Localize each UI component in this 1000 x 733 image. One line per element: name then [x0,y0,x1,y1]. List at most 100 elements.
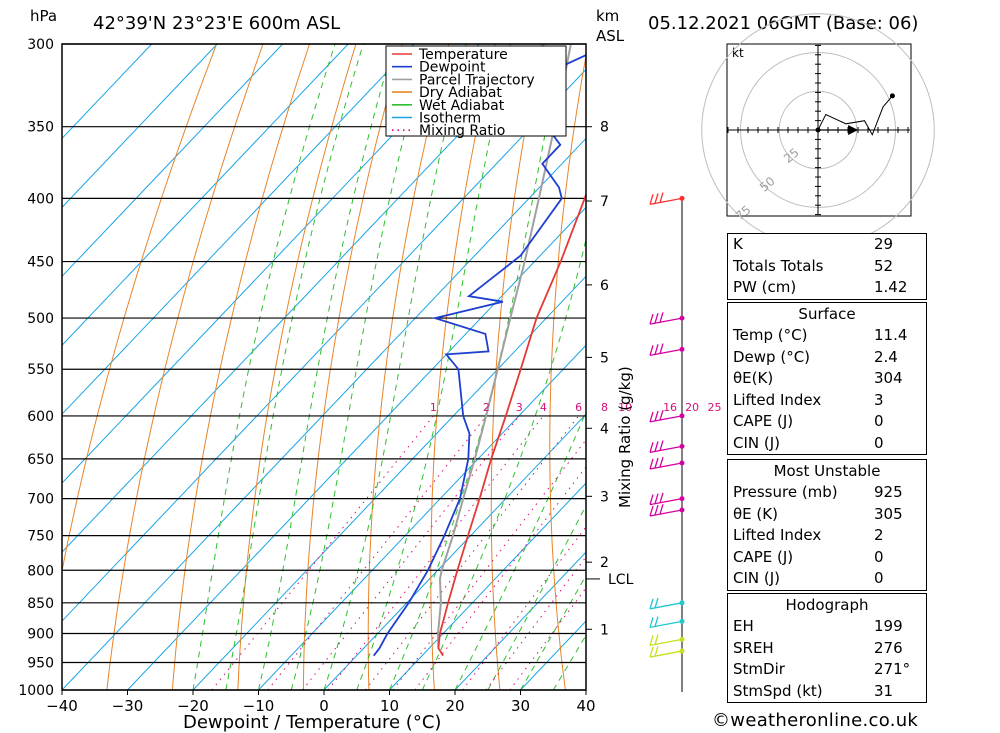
isotherm-line [62,44,546,553]
surface-label: CAPE (J) [733,412,794,430]
wind-barb-flag [654,410,659,422]
isotherm-line [62,44,284,278]
pressure-tick-label: 500 [27,311,54,327]
most-unstable-row: CIN (J) 0 [728,568,926,590]
wind-barb-flag [659,504,664,515]
index-label: PW (cm) [733,278,797,296]
wind-barb-staff [649,650,683,658]
lcl-label: LCL [608,572,634,588]
mixing-ratio-label: 6 [575,401,582,414]
hodograph-index-value: 31 [874,681,894,700]
pressure-tick-label: 800 [27,563,54,579]
mixing-ratio-line [509,587,586,690]
dry-adiabat-line [171,44,310,690]
index-label: K [733,235,743,253]
wind-barb-flag [654,616,659,627]
pressure-tick-label: 400 [27,191,54,207]
wet-adiabat-line [323,44,467,690]
surface-value: 2.4 [874,347,898,366]
x-axis-title: Dewpoint / Temperature (°C) [183,712,441,733]
isotherm-line [127,206,586,690]
mixing-ratio-label: 20 [685,401,699,414]
isotherm-line [62,44,415,415]
mixing-ratio-labels: 1 2 3 4 6 8 10 16 20 25 [430,401,722,414]
wind-barb-flag [659,343,664,354]
asl-unit-label: ASL [596,27,625,45]
location-title: 42°39'N 23°23'E 600m ASL [93,13,340,34]
hodograph-index-row: StmSpd (kt) 31 [728,681,926,703]
mixing-ratio-label: 4 [540,401,547,414]
most-unstable-row: Lifted Index 2 [728,525,926,547]
wet-adiabat-line [454,410,586,690]
wind-barb [649,492,685,506]
temperature-tick-label: 30 [511,697,530,715]
mixing-ratio-label: 8 [601,401,608,414]
wind-barb-flag [649,442,654,453]
index-value: 52 [874,256,894,275]
pressure-tick-label: 850 [27,596,54,612]
mixing-ratio-line [302,415,520,690]
hodograph-trace [817,95,893,136]
surface-value: 304 [874,369,903,387]
surface-label: Temp (°C) [733,326,808,344]
wet-adiabat-line [356,44,511,690]
mixing-ratio-label: 2 [483,401,490,414]
isotherm-line [62,44,218,209]
index-value: 1.42 [874,278,908,296]
wind-barb-staff [649,509,683,517]
km-tick-label: 4 [600,421,609,437]
surface-value: 3 [874,390,884,409]
wind-barb [649,504,685,517]
surface-title: Surface [798,305,856,323]
wind-barb-flag [654,313,659,324]
km-tick-label: 1 [600,622,609,638]
dry-adiabat-line [549,53,586,690]
pressure-unit-label: hPa [30,7,57,25]
wind-barb-flag [649,635,654,646]
surface-row: Temp (°C) 11.4 [728,325,926,347]
index-value: 29 [874,235,894,253]
hodograph-index-value: 199 [874,617,903,635]
wind-barb-flag [654,441,659,452]
wind-barb [649,343,685,356]
wind-barb-flag [649,598,654,609]
hodograph-index-value: 276 [874,638,903,657]
surface-table: Surface Temp (°C) 11.4 Dewp (°C) 2.4 θE(K) 30… [727,302,927,455]
wind-barb-flag [659,192,664,203]
pressure-tick-label: 600 [27,409,54,425]
legend-label: Wet Adiabat [419,98,505,114]
wind-barb [649,634,685,647]
dry-adiabat-line [367,44,450,690]
wind-barb-flag [659,409,664,421]
wind-barb-flag [649,345,654,356]
temperature-tick-label: 20 [445,697,464,715]
temperature-tick-label: 10 [380,697,399,715]
isotherm-line [62,44,349,346]
most-unstable-value: 2 [874,526,884,544]
hodograph-index-row: StmDir 271° [728,659,926,681]
wind-barb-flag [649,505,654,517]
km-unit-label: km [596,7,619,25]
wind-barb-staff [649,348,683,356]
surface-row: Lifted Index 3 [728,390,926,412]
mixing-ratio-label: 3 [516,401,523,414]
index-row: K 29 [728,234,926,256]
temperature-tick-label: −10 [243,697,275,715]
surface-label: θE(K) [733,369,774,387]
pressure-tick-label: 350 [27,120,54,136]
most-unstable-label: CIN (J) [733,569,781,587]
copyright-footer: ©weatheronline.co.uk [712,710,919,731]
km-tick-label: 7 [600,194,609,210]
surface-value: 11.4 [874,326,908,344]
wind-barb-flag [654,634,659,645]
wind-barb-flag [659,312,664,323]
wind-barb-flag [654,457,659,469]
legend-box [385,45,567,137]
mixing-ratio-line [364,415,580,690]
hodograph-title: Hodograph [785,596,869,614]
surface-row: Dewp (°C) 2.4 [728,347,926,369]
wind-barb-flag [649,411,654,423]
hodograph-table: Hodograph EH 199 SREH 276 StmDir 271° StmSpd (… [727,593,927,703]
most-unstable-label: θE (K) [733,504,778,523]
legend-label: Dry Adiabat [419,85,502,101]
